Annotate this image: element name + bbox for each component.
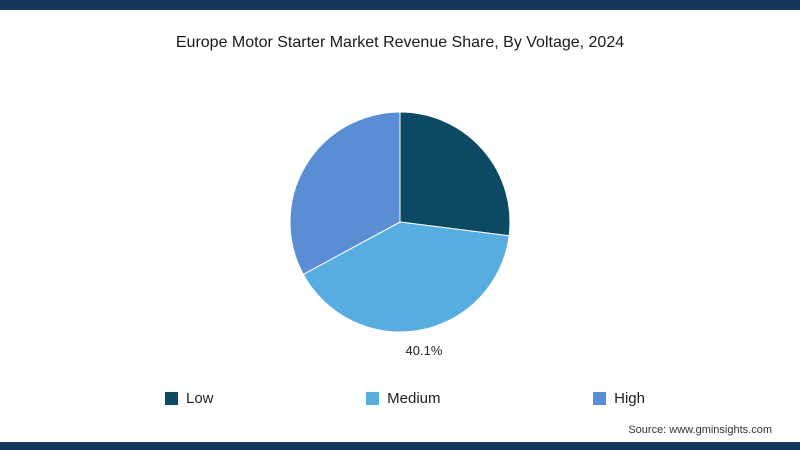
chart-title: Europe Motor Starter Market Revenue Shar… xyxy=(175,34,625,51)
top-accent-bar xyxy=(0,0,800,10)
pie-data-label: 40.1% xyxy=(406,343,443,358)
legend-swatch-low xyxy=(165,392,178,405)
bottom-accent-bar xyxy=(0,442,800,450)
chart-legend: Low Medium High xyxy=(165,390,645,407)
pie-chart: 40.1% xyxy=(289,111,511,358)
legend-label-high: High xyxy=(614,390,645,407)
legend-swatch-medium xyxy=(366,392,380,405)
legend-item-high: High xyxy=(593,390,645,407)
pie-slice-low xyxy=(399,111,511,237)
legend-item-medium: Medium xyxy=(366,390,441,407)
legend-label-medium: Medium xyxy=(387,390,441,407)
source-attribution: Source: www.gminsights.com xyxy=(628,424,772,436)
legend-label-low: Low xyxy=(186,390,214,407)
pie-slice-high xyxy=(289,111,401,276)
legend-item-low: Low xyxy=(165,390,214,407)
pie-slice-medium xyxy=(302,221,510,333)
legend-swatch-high xyxy=(593,392,607,405)
